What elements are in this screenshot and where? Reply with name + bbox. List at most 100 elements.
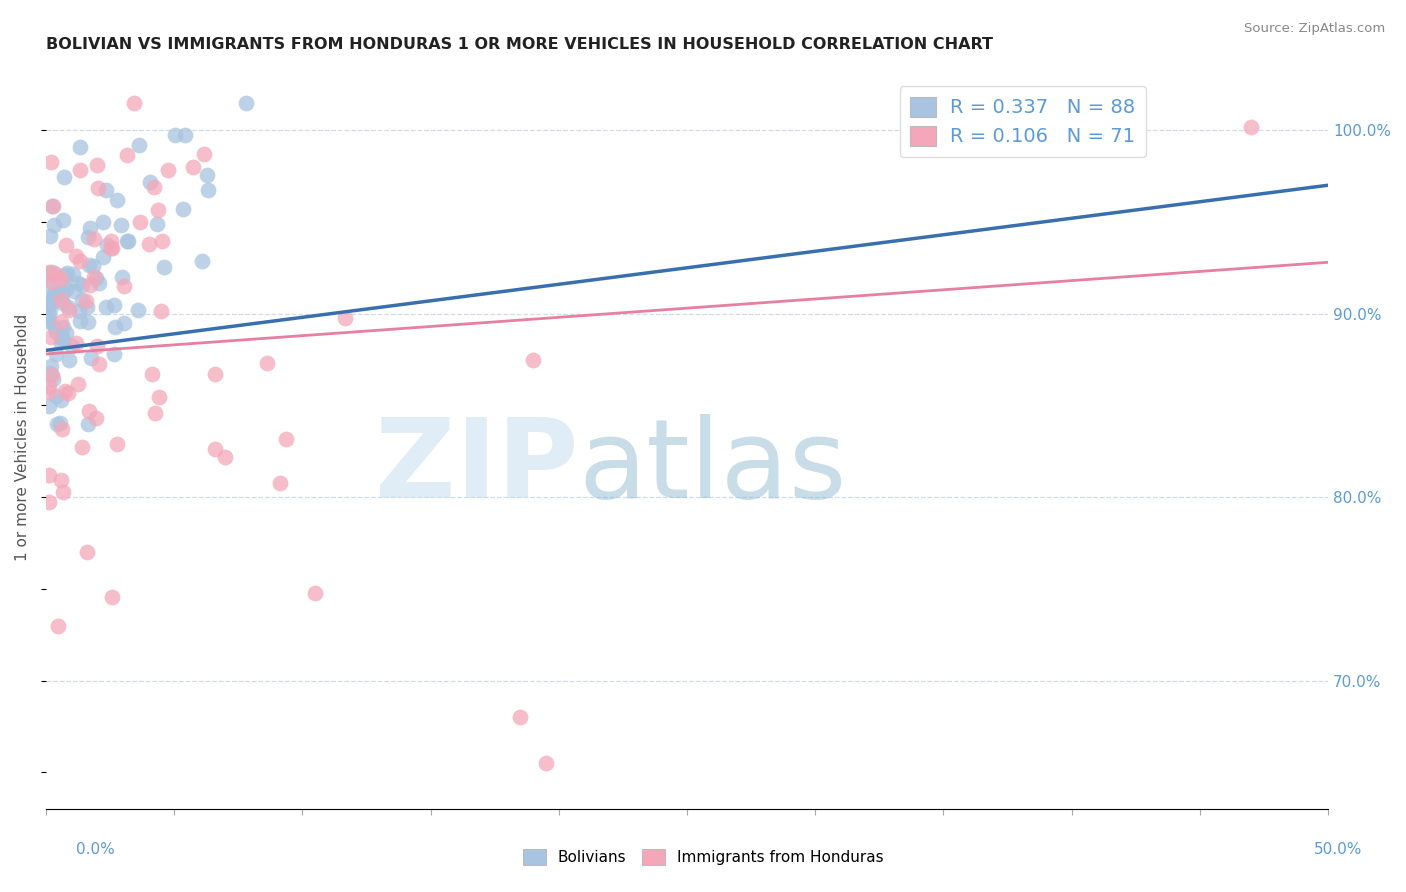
Point — [45, 347, 67, 361]
Point — [91, 215, 114, 229]
Point — [110, 219, 132, 233]
Point — [139, 175, 162, 189]
Y-axis label: 1 or more Vehicles in Household: 1 or more Vehicles in Household — [15, 314, 30, 561]
Point — [83, 270, 105, 285]
Point — [304, 585, 326, 599]
Point — [100, 240, 122, 254]
Point — [38, 265, 60, 279]
Point — [204, 367, 226, 381]
Point — [51, 332, 73, 346]
Point — [148, 390, 170, 404]
Point — [51, 474, 73, 488]
Point — [107, 437, 129, 451]
Text: atlas: atlas — [578, 414, 846, 521]
Point — [56, 385, 79, 400]
Point — [195, 168, 218, 182]
Point — [49, 315, 72, 329]
Point — [522, 352, 544, 367]
Point — [45, 267, 67, 281]
Point — [53, 268, 76, 282]
Point — [104, 320, 127, 334]
Point — [335, 311, 357, 326]
Point — [181, 160, 204, 174]
Point — [38, 400, 60, 414]
Point — [58, 303, 80, 318]
Point — [41, 199, 63, 213]
Point — [39, 359, 62, 373]
Point — [138, 237, 160, 252]
Point — [122, 95, 145, 110]
Point — [46, 417, 69, 431]
Point — [44, 293, 66, 307]
Point — [38, 295, 60, 310]
Point — [42, 290, 65, 304]
Point — [41, 199, 63, 213]
Point — [129, 215, 152, 229]
Point — [77, 404, 100, 418]
Point — [65, 249, 87, 263]
Text: Source: ZipAtlas.com: Source: ZipAtlas.com — [1244, 22, 1385, 36]
Point — [534, 756, 557, 771]
Point — [42, 372, 65, 386]
Point — [42, 219, 65, 233]
Point — [52, 213, 75, 227]
Point — [1240, 120, 1263, 134]
Point — [67, 304, 90, 318]
Point — [269, 476, 291, 491]
Point — [51, 422, 73, 436]
Point — [157, 163, 180, 178]
Point — [142, 179, 165, 194]
Point — [53, 170, 76, 185]
Point — [51, 392, 73, 407]
Point — [69, 254, 91, 268]
Point — [146, 217, 169, 231]
Point — [56, 266, 79, 280]
Point — [52, 484, 75, 499]
Point — [75, 293, 97, 308]
Point — [172, 202, 194, 216]
Point — [105, 193, 128, 207]
Point — [63, 284, 86, 298]
Point — [45, 389, 67, 403]
Point — [49, 335, 72, 350]
Point — [150, 304, 173, 318]
Point — [49, 416, 72, 430]
Point — [42, 287, 65, 301]
Point — [127, 303, 149, 318]
Point — [146, 202, 169, 217]
Point — [174, 128, 197, 142]
Point — [86, 158, 108, 172]
Point — [72, 440, 94, 454]
Point — [77, 417, 100, 431]
Point — [69, 162, 91, 177]
Point — [79, 277, 101, 292]
Point — [165, 128, 187, 143]
Point — [67, 376, 90, 391]
Point — [103, 347, 125, 361]
Point — [76, 545, 98, 559]
Point — [44, 320, 66, 334]
Point — [38, 309, 60, 323]
Point — [152, 260, 174, 274]
Point — [103, 298, 125, 312]
Legend: R = 0.337   N = 88, R = 0.106   N = 71: R = 0.337 N = 88, R = 0.106 N = 71 — [900, 87, 1146, 157]
Point — [152, 234, 174, 248]
Point — [66, 277, 89, 291]
Point — [117, 234, 139, 248]
Point — [86, 339, 108, 353]
Legend: Bolivians, Immigrants from Honduras: Bolivians, Immigrants from Honduras — [516, 843, 890, 871]
Point — [38, 279, 60, 293]
Point — [38, 315, 60, 329]
Point — [39, 330, 62, 344]
Point — [84, 411, 107, 425]
Point — [72, 293, 94, 307]
Point — [79, 221, 101, 235]
Point — [52, 320, 75, 334]
Point — [55, 281, 77, 295]
Point — [111, 269, 134, 284]
Point — [38, 266, 60, 280]
Point — [100, 241, 122, 255]
Point — [101, 590, 124, 604]
Point — [70, 278, 93, 293]
Point — [96, 238, 118, 252]
